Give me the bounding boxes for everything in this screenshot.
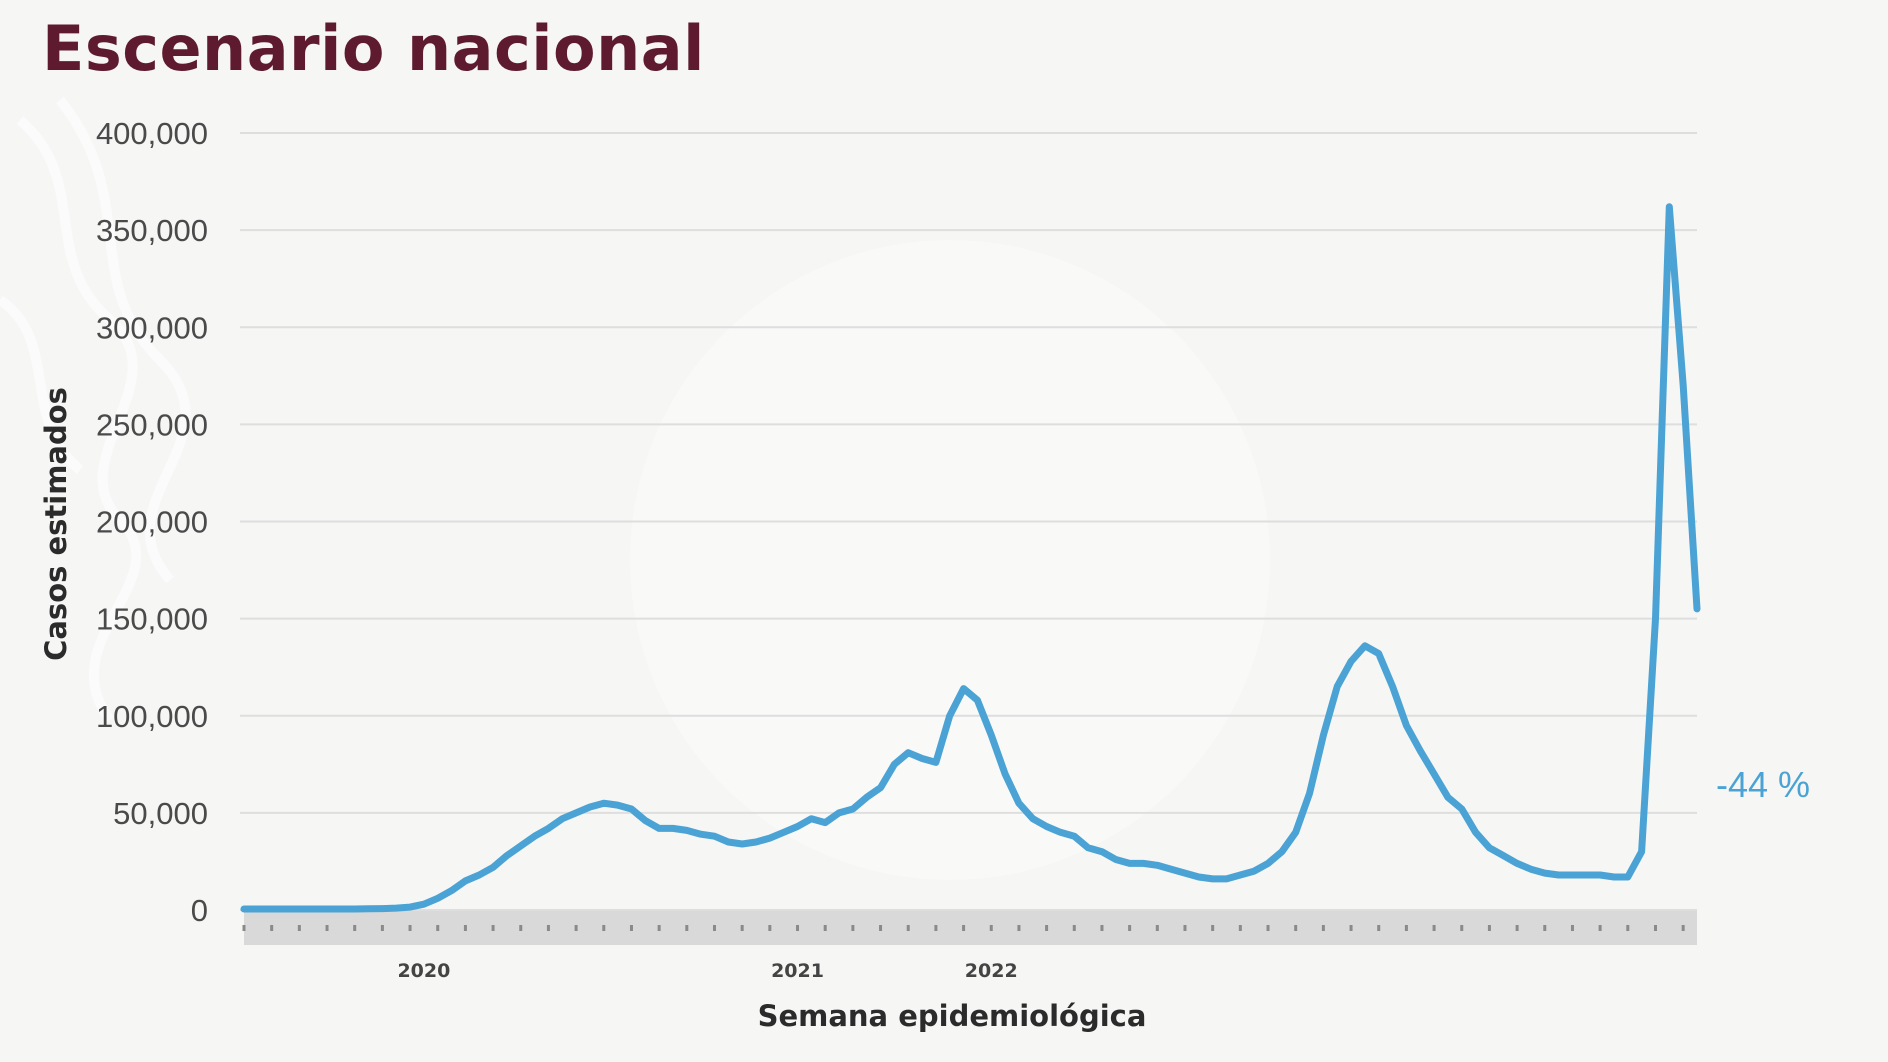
y-tick-label: 300,000 [96,310,208,345]
week-tick [1238,925,1242,931]
week-tick [1653,925,1657,931]
week-tick [1349,925,1353,931]
week-tick [1377,925,1381,931]
week-tick [768,925,772,931]
week-tick [906,925,910,931]
x-year-label: 2021 [771,960,824,982]
y-axis-title: Casos estimados [39,387,73,661]
percent-change-annotation: -44 % [1716,764,1810,805]
week-tick [712,925,716,931]
y-tick-label: 50,000 [113,796,208,831]
x-axis-year-labels: 2020 2021 2022 [397,960,1017,982]
week-tick [1072,925,1076,931]
week-tick [491,925,495,931]
week-tick [574,925,578,931]
week-tick [796,925,800,931]
week-tick [1045,925,1049,931]
week-tick [1266,925,1270,931]
week-tick [1183,925,1187,931]
y-tick-label: 350,000 [96,213,208,248]
x-year-label: 2020 [397,960,450,982]
y-tick-label: 200,000 [96,505,208,540]
week-tick [325,925,329,931]
week-tick [436,925,440,931]
week-tick [1404,925,1408,931]
week-tick [1017,925,1021,931]
x-axis-title: Semana epidemiológica [758,999,1147,1033]
week-tick [463,925,467,931]
y-tick-label: 150,000 [96,602,208,637]
week-tick [546,925,550,931]
week-tick [1681,925,1685,931]
week-tick [629,925,633,931]
week-tick [353,925,357,931]
week-tick [962,925,966,931]
week-tick [1100,925,1104,931]
y-tick-label: 100,000 [96,699,208,734]
y-axis-ticks: 0 50,000 100,000 150,000 200,000 250,000 300,0… [96,116,208,928]
grid-lines [240,132,1697,911]
week-tick [519,925,523,931]
week-tick [851,925,855,931]
week-tick [297,925,301,931]
week-tick [1211,925,1215,931]
week-tick [685,925,689,931]
week-tick [1321,925,1325,931]
week-tick [1432,925,1436,931]
x-year-label: 2022 [965,960,1018,982]
week-tick [1515,925,1519,931]
week-tick [1570,925,1574,931]
week-tick [1460,925,1464,931]
week-tick [380,925,384,931]
week-tick-marks [242,925,1685,931]
week-tick [270,925,274,931]
week-tick [740,925,744,931]
page-title: Escenario nacional [42,12,705,85]
week-tick [1626,925,1630,931]
week-tick [1598,925,1602,931]
week-tick [408,925,412,931]
week-tick [1294,925,1298,931]
week-tick [1155,925,1159,931]
week-axis-band [244,911,1697,945]
week-tick [242,925,246,931]
y-tick-label: 0 [191,893,208,928]
y-tick-label: 400,000 [96,116,208,151]
week-tick [1128,925,1132,931]
y-tick-label: 250,000 [96,407,208,442]
week-tick [823,925,827,931]
week-tick [602,925,606,931]
week-tick [657,925,661,931]
week-tick [879,925,883,931]
week-tick [1487,925,1491,931]
week-tick [1543,925,1547,931]
week-tick [934,925,938,931]
series-line-casos [240,203,1701,913]
week-tick [989,925,993,931]
